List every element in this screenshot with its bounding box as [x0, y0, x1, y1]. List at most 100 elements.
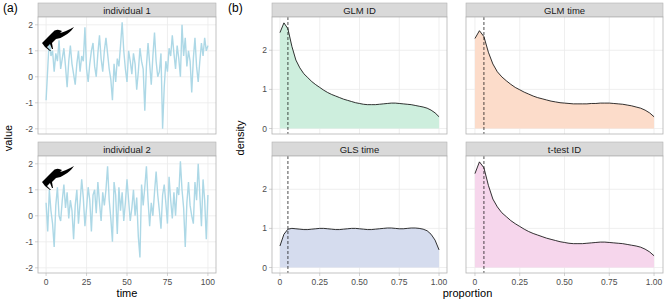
grid-line	[167, 17, 168, 134]
tick-mark	[127, 273, 128, 276]
x-tick-label: 0.25	[511, 277, 528, 287]
x-tick-label: 0	[278, 277, 283, 287]
grid-line	[38, 24, 216, 25]
reference-line	[483, 17, 484, 134]
facet-title: GLS time	[340, 144, 380, 155]
grid-line	[38, 102, 216, 103]
plot-frame	[466, 17, 663, 134]
x-tick-label: 25	[82, 277, 92, 287]
tick-mark	[46, 273, 47, 276]
data-group	[46, 22, 208, 129]
y-tick-label: 0	[262, 263, 267, 273]
tick-mark	[519, 273, 520, 276]
tick-mark	[35, 102, 38, 103]
density-area	[475, 31, 654, 129]
tick-mark	[207, 273, 208, 276]
grid-line	[272, 50, 447, 51]
y-tick-label: 1	[28, 46, 33, 56]
x-tick-label: 100	[201, 277, 215, 287]
plot-background	[272, 17, 447, 134]
tick-mark	[35, 189, 38, 190]
facet-title: GLM ID	[343, 5, 376, 16]
density-area	[280, 23, 439, 129]
facet-strip	[272, 142, 447, 156]
facet-strip	[466, 3, 663, 17]
grid-line	[38, 163, 216, 164]
y-tick-label: 2	[28, 20, 33, 30]
tick-mark	[35, 267, 38, 268]
y-axis-label: density	[234, 120, 246, 155]
facet: individual 20255075100-2-1012	[25, 142, 216, 287]
tick-mark	[269, 189, 272, 190]
tick-mark	[564, 273, 565, 276]
density-line	[280, 23, 439, 117]
panel: (a)timevalueindividual 1-2-1012individua…	[2, 1, 216, 299]
plot-frame	[466, 156, 663, 273]
y-tick-label: 0	[28, 211, 33, 221]
plot-background	[38, 156, 216, 273]
facet-strip	[38, 142, 216, 156]
grid-line	[38, 241, 216, 242]
data-group	[280, 17, 439, 134]
panel: (b)proportiondensityGLM ID012GLM timeGLS…	[228, 1, 663, 299]
series-line	[46, 161, 208, 257]
grid-line	[127, 156, 128, 273]
tick-mark	[269, 228, 272, 229]
x-tick-label: 0.25	[311, 277, 328, 287]
y-tick-label: 1	[28, 185, 33, 195]
facet-strip	[38, 3, 216, 17]
facet-strip	[272, 3, 447, 17]
x-tick-label: 50	[122, 277, 132, 287]
tick-mark	[474, 273, 475, 276]
y-tick-label: 1	[262, 223, 267, 233]
tick-mark	[269, 128, 272, 129]
x-tick-label: 0.75	[391, 277, 408, 287]
grid-line	[272, 189, 447, 190]
x-tick-label: 0	[473, 277, 478, 287]
plot-background	[38, 17, 216, 134]
y-tick-label: 0	[262, 124, 267, 134]
facet: individual 1-2-1012	[25, 3, 216, 134]
facet-title: t-test ID	[548, 144, 581, 155]
density-area	[280, 228, 439, 268]
facet: GLM time	[466, 3, 663, 134]
data-group	[475, 17, 654, 134]
x-axis-label: time	[117, 287, 138, 299]
reference-line	[287, 156, 288, 273]
x-tick-label: 0	[44, 277, 49, 287]
density-area	[475, 162, 654, 268]
tick-mark	[269, 89, 272, 90]
reference-line	[483, 156, 484, 273]
x-tick-label: 0.50	[556, 277, 573, 287]
x-axis-label: proportion	[443, 287, 493, 299]
plot-frame	[272, 156, 447, 273]
tick-mark	[86, 273, 87, 276]
grid-line	[38, 267, 216, 268]
density-line	[475, 31, 654, 117]
tick-mark	[269, 50, 272, 51]
y-tick-label: 1	[262, 84, 267, 94]
tick-mark	[35, 128, 38, 129]
plot-frame	[272, 17, 447, 134]
facet-title: individual 1	[103, 5, 151, 16]
tick-mark	[35, 163, 38, 164]
facet-title: GLM time	[544, 5, 585, 16]
tick-mark	[279, 273, 280, 276]
reference-line	[287, 17, 288, 134]
facet-title: individual 2	[103, 144, 151, 155]
grid-line	[466, 50, 663, 51]
bird-icon	[42, 27, 74, 51]
facet: GLM ID012	[262, 3, 447, 134]
tick-mark	[35, 241, 38, 242]
tick-mark	[167, 273, 168, 276]
tick-mark	[319, 273, 320, 276]
tick-mark	[35, 24, 38, 25]
x-tick-label: 0.50	[351, 277, 368, 287]
y-tick-label: 2	[28, 159, 33, 169]
grid-line	[38, 128, 216, 129]
x-tick-label: 1.00	[431, 277, 448, 287]
plot-background	[272, 156, 447, 273]
panel-label: (b)	[228, 1, 243, 15]
x-tick-label: 0.75	[601, 277, 618, 287]
facet: GLS time00.250.500.751.00012	[262, 142, 447, 287]
